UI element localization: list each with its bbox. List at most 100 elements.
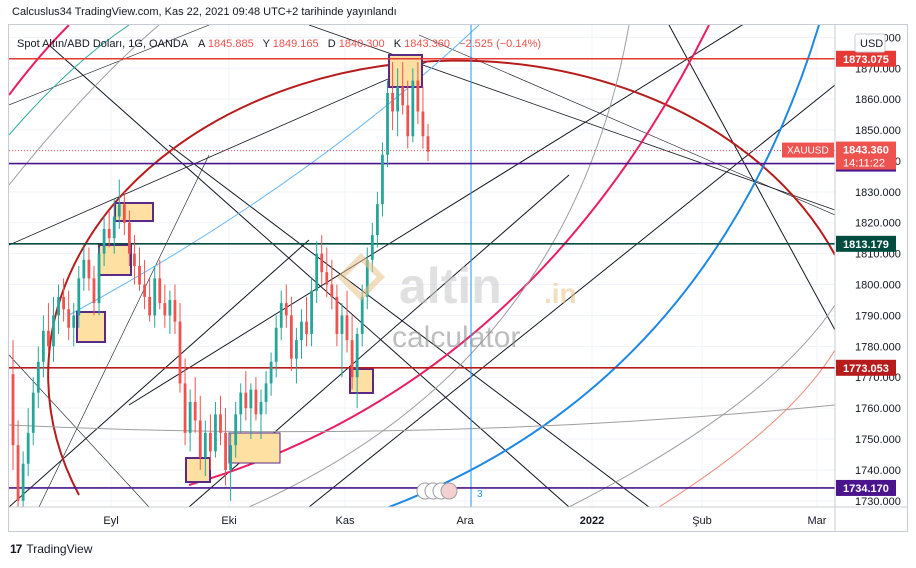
candle[interactable]: [143, 259, 146, 310]
candle[interactable]: [52, 296, 55, 362]
candle[interactable]: [375, 191, 379, 248]
fan-line[interactable]: [168, 144, 650, 507]
time-axis[interactable]: Eyl Eki Kas Ara 2022 Şub Mar: [103, 515, 826, 527]
candle[interactable]: [31, 377, 35, 446]
candle[interactable]: [67, 290, 71, 341]
currency-button[interactable]: USD: [854, 33, 886, 53]
fan-line[interactable]: [418, 34, 835, 216]
gray-arc[interactable]: [9, 25, 160, 186]
candle[interactable]: [289, 296, 293, 372]
candle[interactable]: [72, 303, 76, 347]
candle[interactable]: [168, 290, 172, 334]
candle[interactable]: [295, 327, 298, 384]
candle[interactable]: [183, 358, 187, 446]
horizontal-levels[interactable]: [9, 57, 835, 489]
candle[interactable]: [401, 62, 405, 115]
candle[interactable]: [178, 303, 182, 393]
candle[interactable]: [21, 451, 25, 525]
gray-arc[interactable]: [568, 304, 835, 507]
candle[interactable]: [92, 266, 96, 316]
candle[interactable]: [117, 179, 121, 229]
candles[interactable]: [11, 62, 430, 525]
candle[interactable]: [214, 401, 217, 458]
candle[interactable]: [234, 401, 238, 458]
fan-line[interactable]: [9, 354, 150, 507]
candle[interactable]: [426, 123, 430, 161]
candle[interactable]: [112, 198, 116, 254]
candle[interactable]: [381, 142, 384, 217]
highlight-box[interactable]: [114, 202, 154, 222]
blue-arc[interactable]: [388, 25, 820, 507]
candle[interactable]: [173, 284, 177, 334]
candle[interactable]: [77, 266, 81, 328]
chart-frame[interactable]: altin .in calculator 3 1730.000 1740.000 1…: [8, 24, 908, 532]
candle[interactable]: [264, 371, 268, 415]
candle[interactable]: [355, 327, 359, 409]
candle[interactable]: [335, 284, 339, 347]
candle[interactable]: [62, 278, 66, 322]
candle[interactable]: [229, 432, 233, 501]
candle[interactable]: [259, 389, 263, 440]
gray-arc[interactable]: [248, 25, 630, 507]
candle[interactable]: [16, 420, 20, 516]
candle[interactable]: [315, 241, 319, 304]
highlight-box[interactable]: [185, 457, 211, 483]
candle[interactable]: [254, 377, 258, 421]
candle[interactable]: [239, 383, 243, 433]
candle[interactable]: [249, 383, 253, 440]
gray-arc[interactable]: [9, 404, 835, 433]
candle[interactable]: [122, 191, 126, 236]
candle[interactable]: [198, 395, 202, 470]
fan-line[interactable]: [9, 25, 210, 106]
candle[interactable]: [340, 303, 344, 378]
candle[interactable]: [193, 377, 197, 433]
price-chart[interactable]: altin .in calculator 3 1730.000 1740.000 1…: [9, 25, 907, 531]
candle[interactable]: [219, 395, 222, 446]
fan-line[interactable]: [668, 25, 835, 331]
candle[interactable]: [274, 315, 278, 378]
candle[interactable]: [345, 290, 349, 353]
fan-line[interactable]: [38, 154, 210, 507]
events-icon[interactable]: [416, 482, 458, 500]
candle[interactable]: [41, 315, 45, 378]
candle[interactable]: [148, 278, 152, 322]
candle[interactable]: [158, 259, 162, 310]
fan-line[interactable]: [48, 44, 570, 507]
fan-line[interactable]: [128, 25, 839, 406]
fan-line[interactable]: [308, 84, 835, 507]
gann-drawings[interactable]: [9, 25, 839, 507]
lightblue-arc[interactable]: [68, 25, 480, 316]
candle[interactable]: [416, 62, 420, 124]
candle[interactable]: [128, 210, 131, 266]
candle[interactable]: [11, 340, 15, 470]
candle[interactable]: [208, 414, 212, 470]
candle[interactable]: [47, 303, 50, 353]
candle[interactable]: [350, 315, 354, 390]
candle[interactable]: [305, 296, 308, 347]
candle[interactable]: [82, 247, 86, 291]
candle[interactable]: [300, 309, 303, 359]
price-axis[interactable]: 1730.0001740.0001750.0001760.0001770.000…: [855, 32, 901, 507]
candle[interactable]: [36, 346, 40, 409]
salmon-arc[interactable]: [658, 349, 835, 507]
candle[interactable]: [391, 62, 394, 131]
highlight-box[interactable]: [228, 432, 281, 464]
candle[interactable]: [97, 247, 101, 316]
fan-line[interactable]: [9, 60, 430, 246]
gann-circle[interactable]: [47, 59, 835, 496]
candle[interactable]: [102, 216, 106, 266]
candle[interactable]: [411, 68, 415, 143]
candle[interactable]: [396, 68, 400, 137]
teal-arc[interactable]: [9, 25, 130, 136]
candle[interactable]: [138, 247, 141, 291]
candle[interactable]: [188, 389, 192, 452]
highlight-box[interactable]: [76, 311, 106, 343]
highlight-box[interactable]: [349, 368, 374, 394]
candle[interactable]: [87, 247, 91, 291]
pink-arc[interactable]: [188, 25, 710, 486]
candle[interactable]: [365, 247, 369, 310]
fan-line[interactable]: [9, 239, 310, 507]
candle[interactable]: [244, 371, 248, 421]
candle[interactable]: [330, 259, 334, 310]
candle[interactable]: [203, 420, 207, 477]
